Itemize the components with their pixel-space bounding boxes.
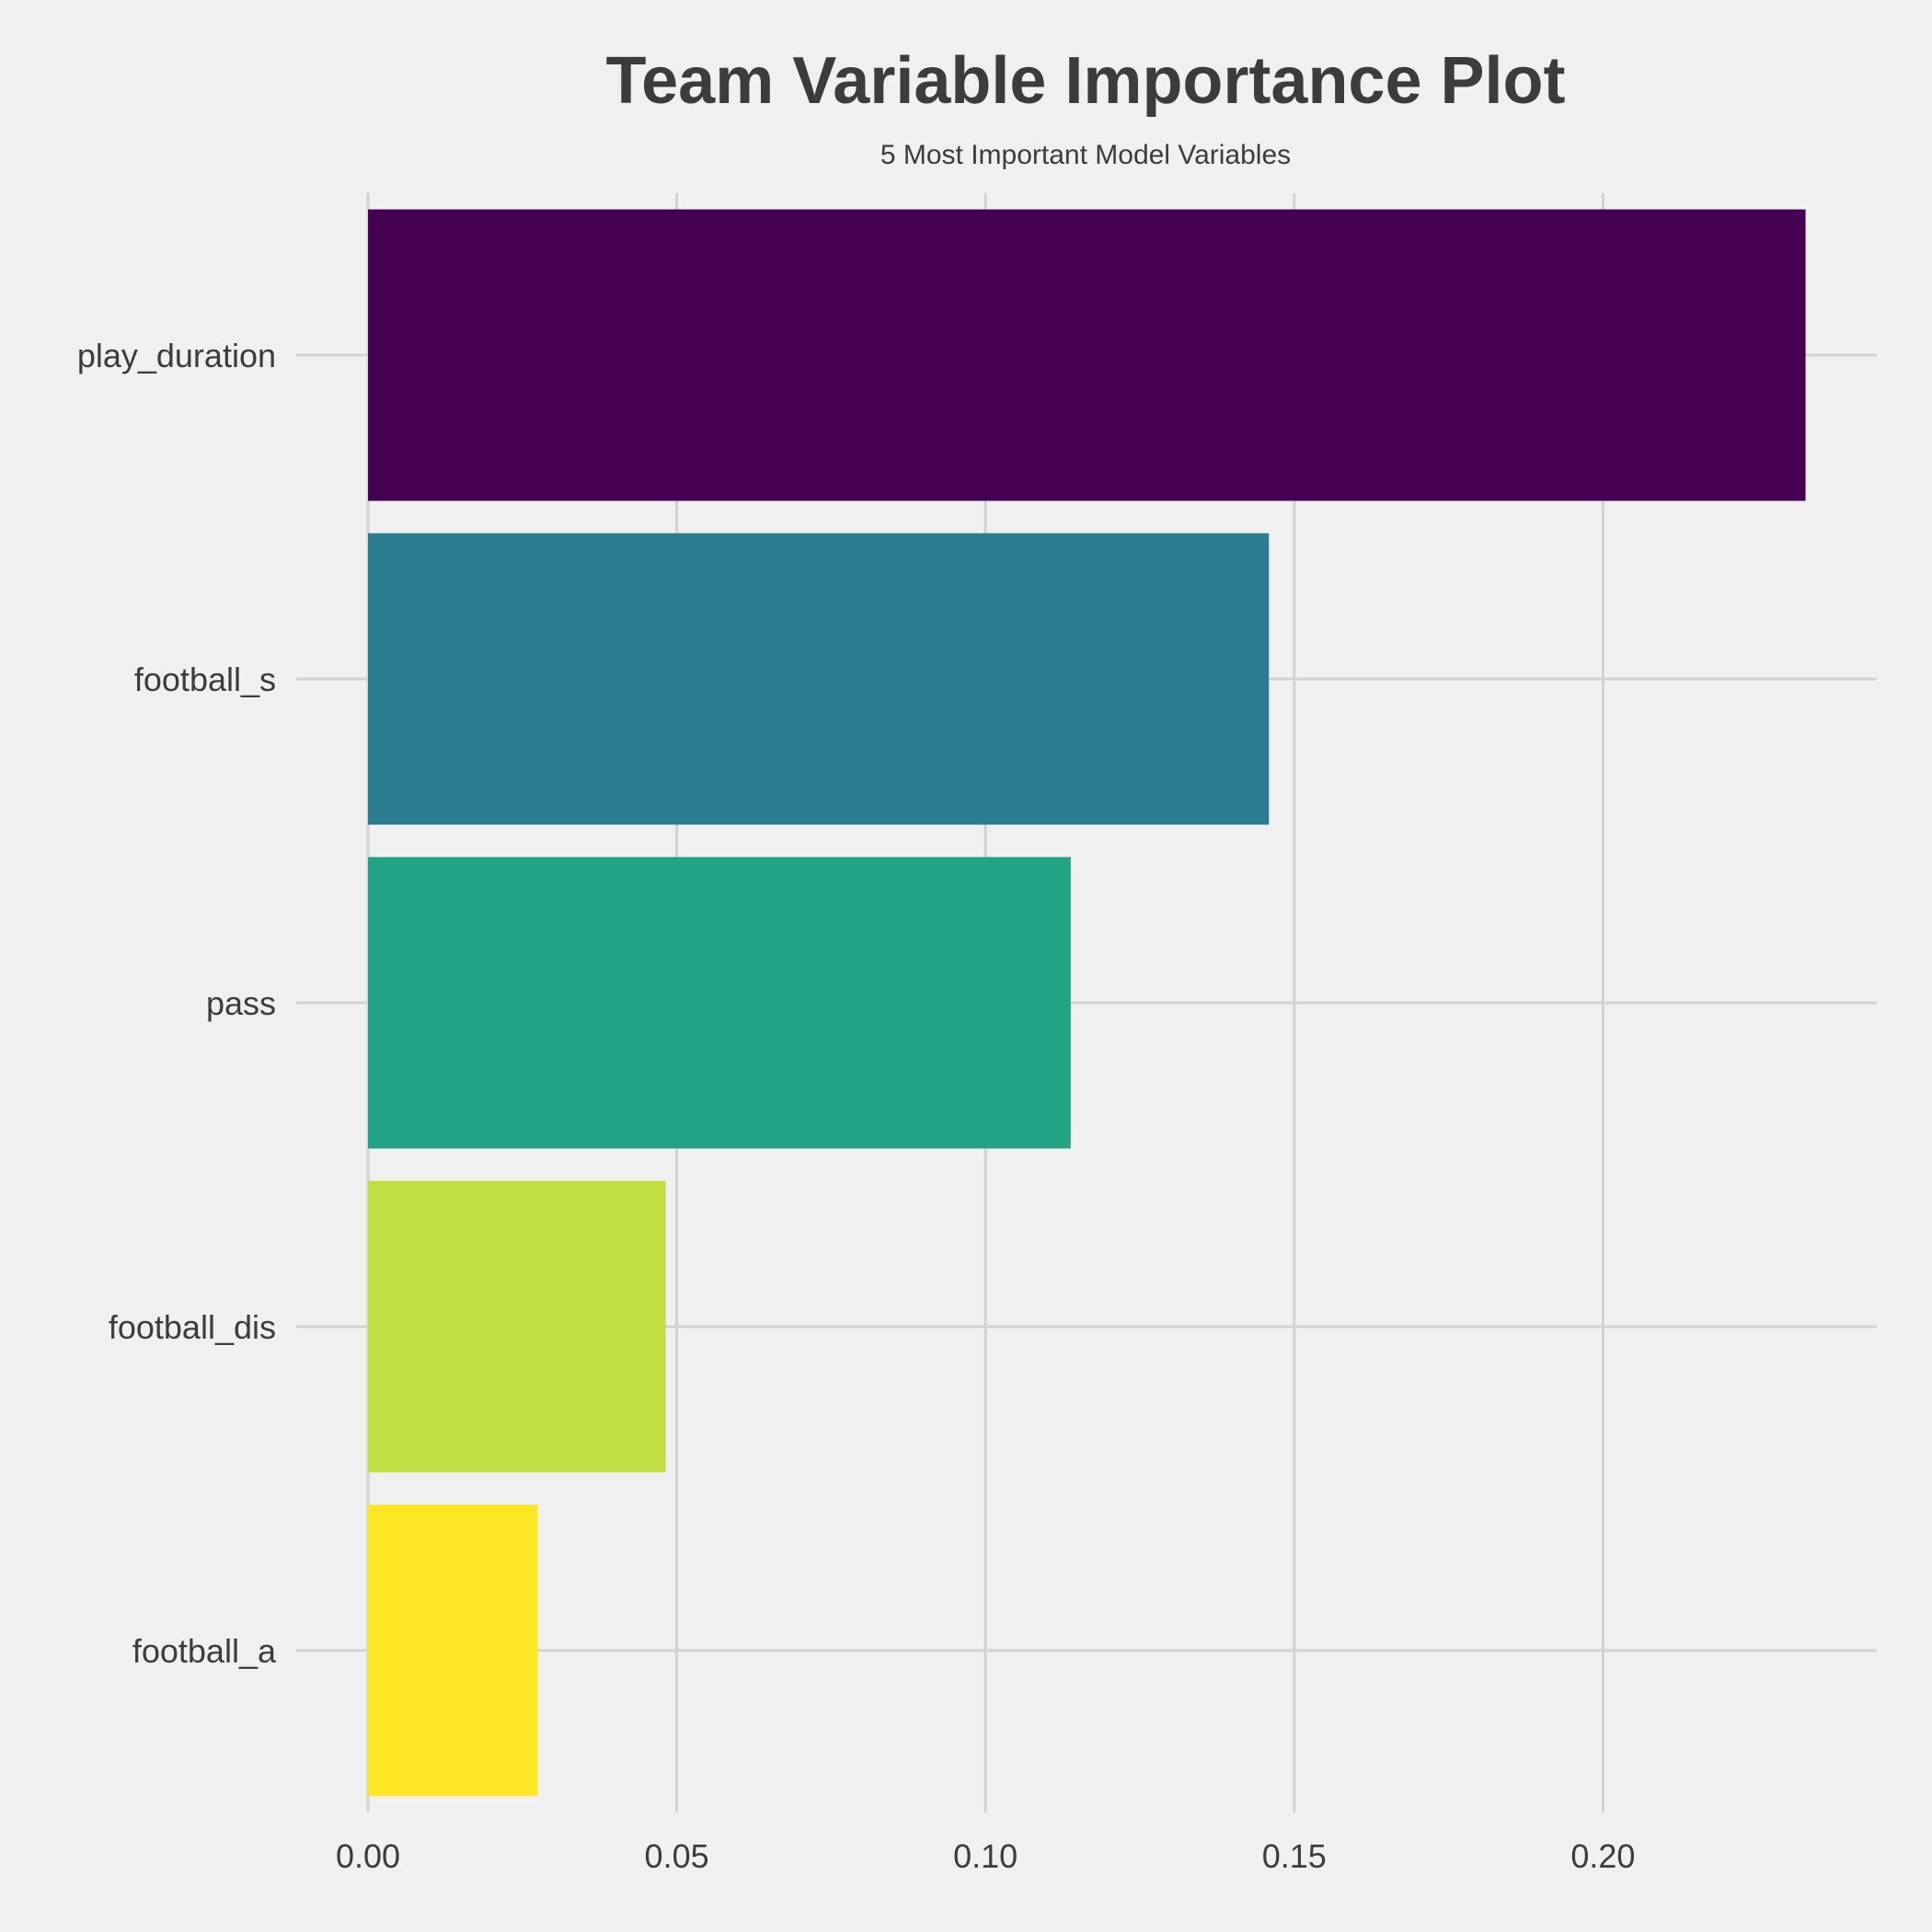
bar-football_s (368, 533, 1270, 825)
x-tick-label: 0.10 (953, 1837, 1018, 1875)
y-tick-label: play_duration (77, 337, 276, 374)
x-tick-label: 0.20 (1570, 1837, 1635, 1875)
bar-pass (368, 857, 1071, 1149)
chart-title: Team Variable Importance Plot (605, 44, 1565, 118)
x-tick-label: 0.00 (336, 1837, 400, 1875)
bar-football_a (368, 1504, 538, 1797)
x-tick-label: 0.05 (645, 1837, 709, 1875)
y-tick-label: pass (206, 984, 276, 1022)
bars (368, 209, 1806, 1797)
y-tick-label: football_a (132, 1632, 277, 1670)
x-tick-label: 0.15 (1262, 1837, 1327, 1875)
x-axis-tick-labels: 0.00 0.05 0.10 0.15 0.20 (336, 1837, 1635, 1875)
y-tick-label: football_s (134, 661, 276, 698)
chart-subtitle: 5 Most Important Model Variables (880, 140, 1291, 170)
bar-football_dis (368, 1180, 666, 1473)
bar-play_duration (368, 209, 1806, 501)
y-tick-label: football_dis (109, 1308, 276, 1346)
